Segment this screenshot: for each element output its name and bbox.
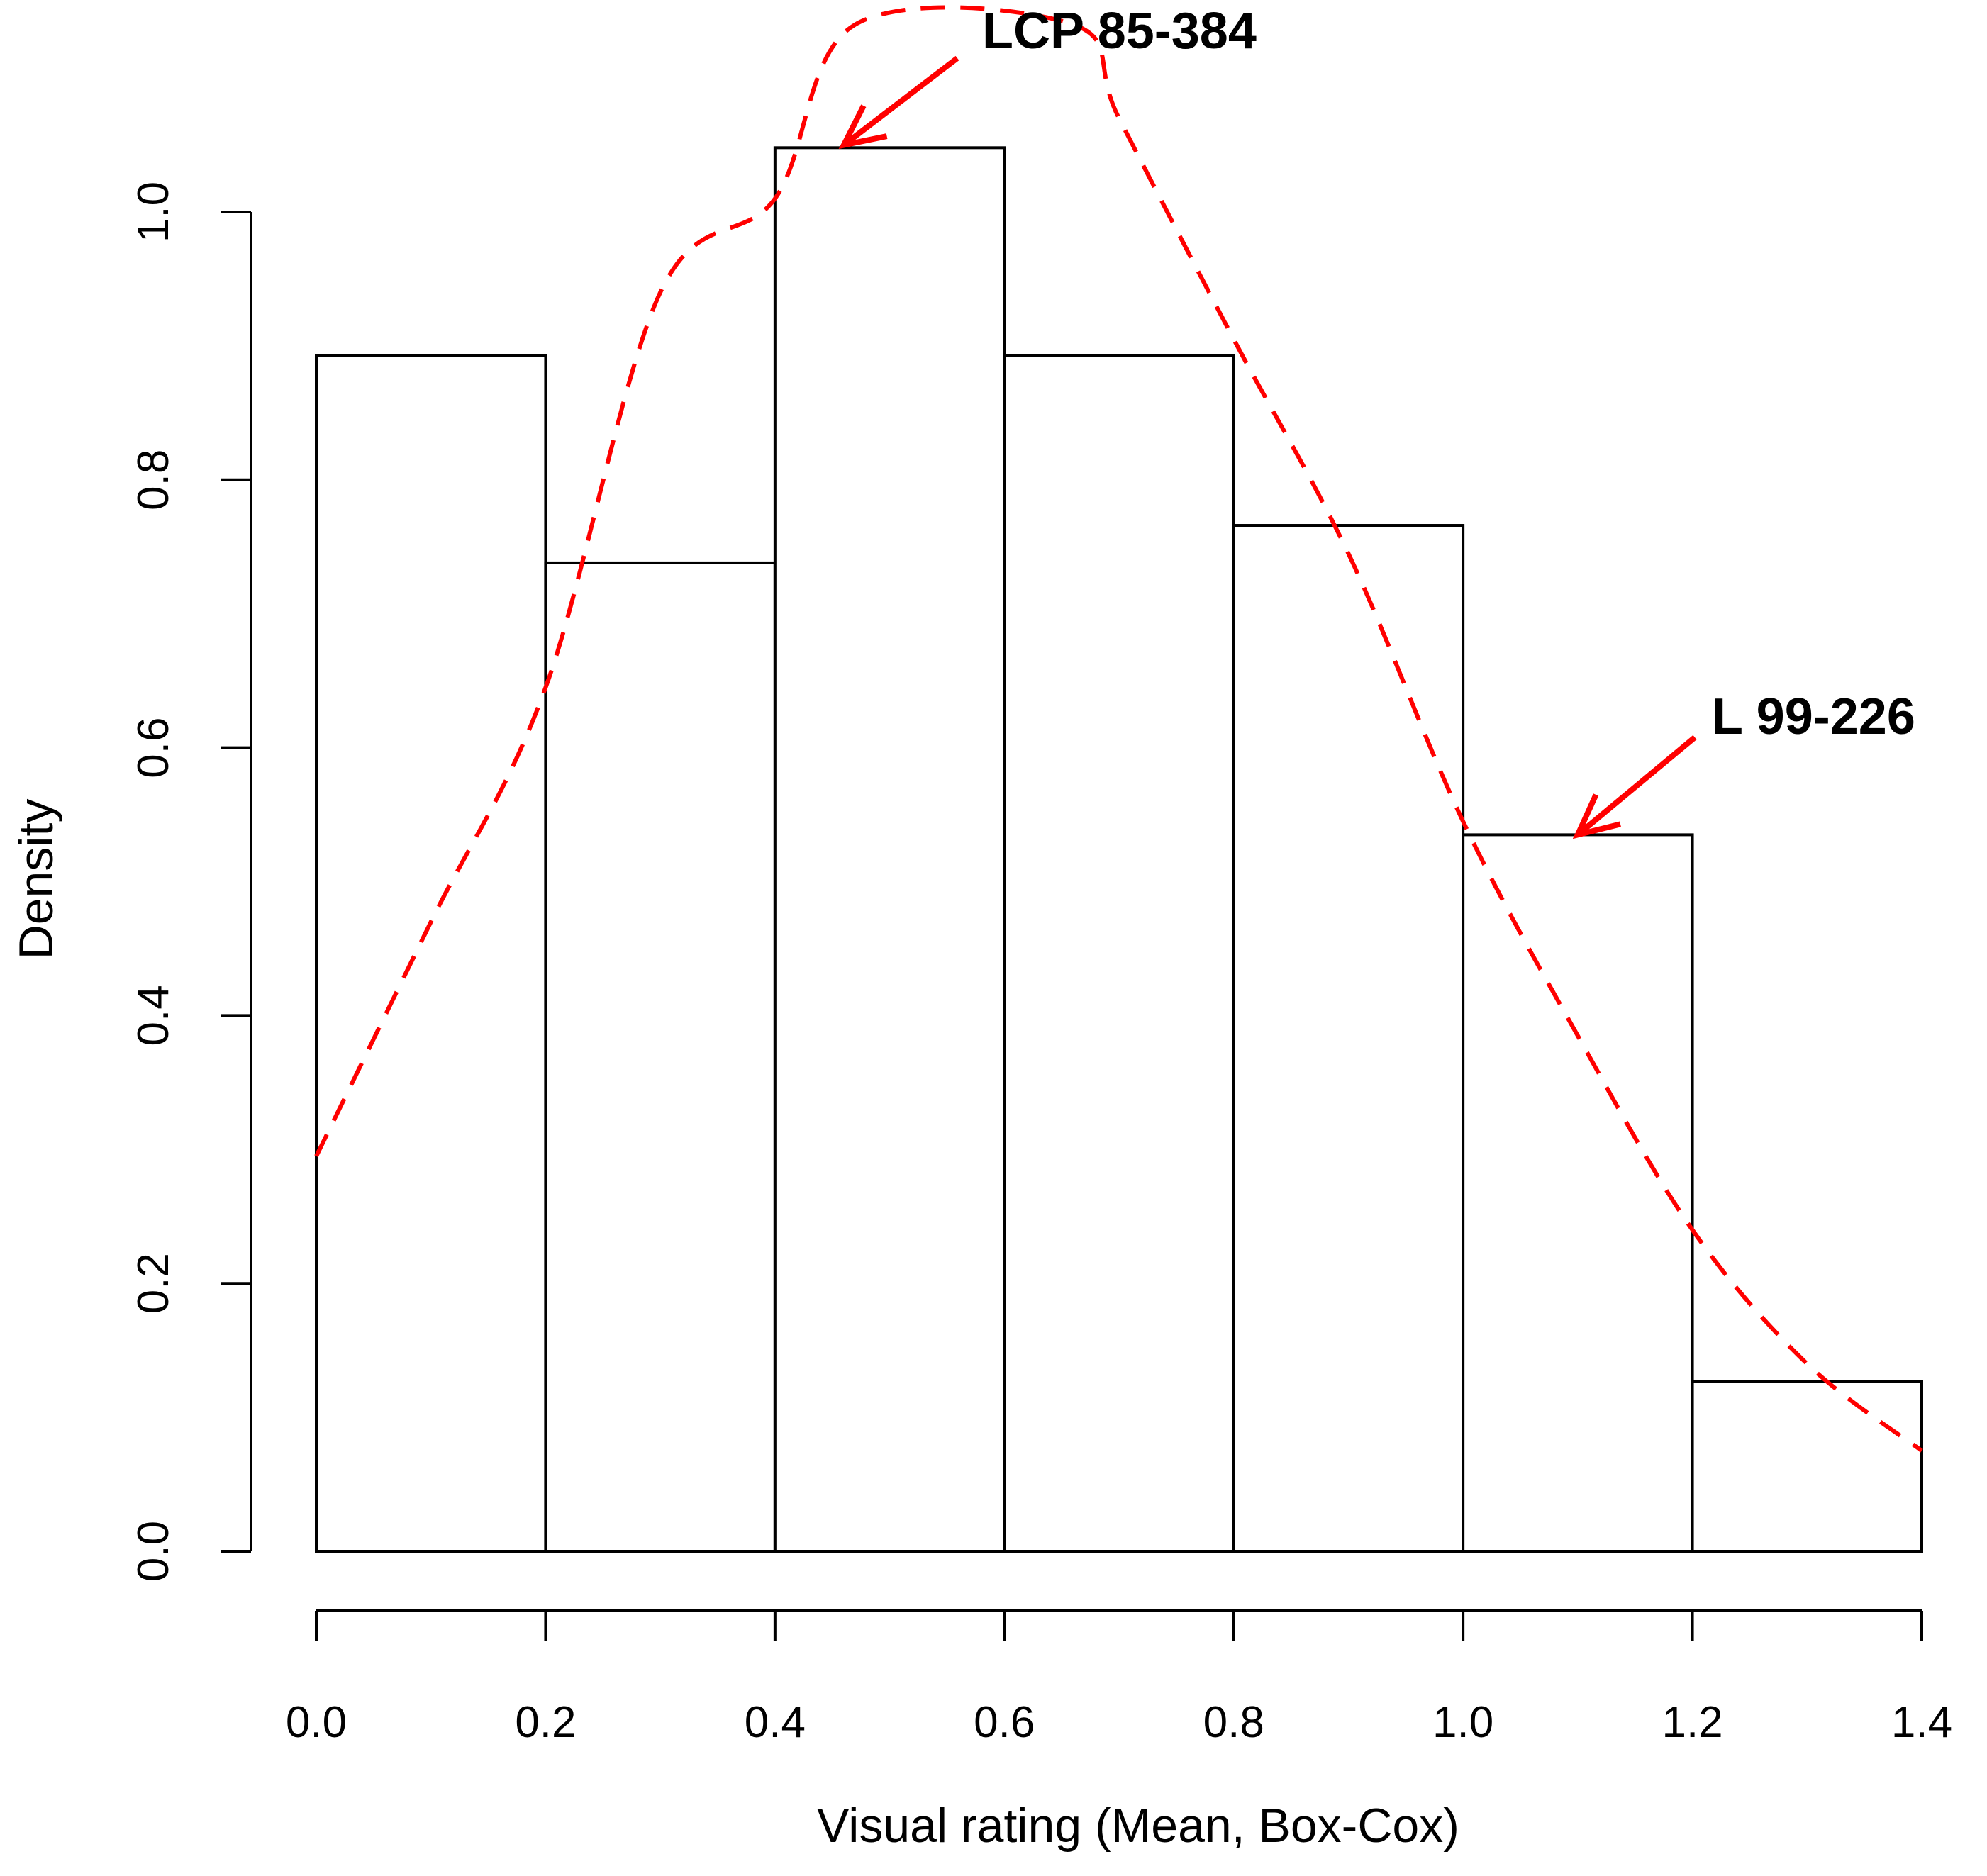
x-tick-label: 1.4 [1891,1698,1952,1747]
density-curve [314,5,1923,1453]
x-tick-label: 0.0 [286,1698,347,1747]
annotation-arrow-shaft [1576,735,1697,837]
y-axis: 0.0 0.2 0.4 0.6 0.8 1.0 [129,182,252,1582]
annotation-label: LCP 85-384 [982,3,1257,60]
x-tick-label: 0.8 [1203,1698,1264,1747]
histogram-bar [1691,1380,1924,1553]
histogram-bars [315,146,1924,1553]
y-tick-label: 0.0 [129,1521,178,1582]
y-axis-label: Density [9,799,63,960]
y-tick-label: 0.2 [129,1253,178,1314]
histogram-bar [544,561,777,1553]
y-tick-label: 1.0 [129,182,178,242]
x-axis-label: Visual rating (Mean, Box-Cox) [817,1799,1459,1853]
annotations: LCP 85-384 L 99-226 [838,3,1915,839]
x-tick-label: 0.4 [745,1698,806,1747]
y-tick-label: 0.8 [129,450,178,510]
y-tick-label: 0.4 [129,985,178,1046]
annotation-arrow-head [838,104,888,150]
annotation-label: L 99-226 [1712,688,1915,745]
x-tick-label: 0.6 [974,1698,1035,1747]
x-tick-label: 1.2 [1662,1698,1722,1747]
histogram-bar [1003,354,1235,1553]
x-tick-label: 1.0 [1432,1698,1493,1747]
histogram-bar [1462,833,1694,1553]
x-axis: 0.0 0.2 0.4 0.6 0.8 1.0 1.2 1.4 [286,1609,1952,1747]
histogram-bar [773,146,1006,1553]
annotation-arrow-shaft [842,55,959,147]
histogram-bar [315,354,547,1553]
annotation-arrow-head [1572,793,1621,839]
y-tick-label: 0.6 [129,717,178,778]
histogram-bar [1232,524,1465,1553]
x-tick-label: 0.2 [515,1698,576,1747]
